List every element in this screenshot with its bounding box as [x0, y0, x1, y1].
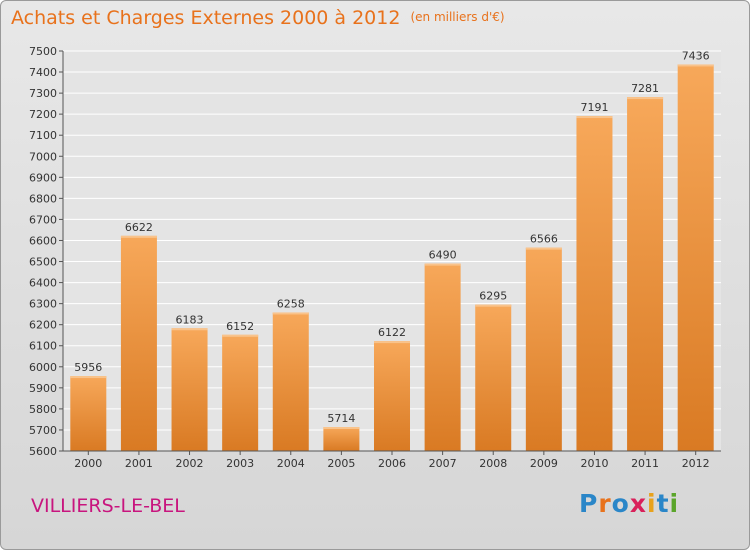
x-tick-label: 2002 — [176, 457, 204, 470]
bar-highlight — [171, 328, 208, 331]
y-tick-label: 6600 — [29, 234, 57, 247]
bar — [627, 97, 664, 452]
x-tick-label: 2008 — [479, 457, 507, 470]
data-label: 6490 — [429, 249, 457, 262]
bar — [525, 247, 562, 451]
bar — [576, 116, 613, 451]
bar-highlight — [323, 427, 360, 429]
x-tick-label: 2009 — [530, 457, 558, 470]
bar-highlight — [120, 235, 157, 238]
y-tick-label: 6500 — [29, 256, 57, 269]
data-label: 6566 — [530, 233, 558, 246]
y-tick-label: 5900 — [29, 382, 57, 395]
bar-highlight — [374, 341, 410, 344]
data-label: 6622 — [125, 221, 153, 234]
y-tick-label: 6000 — [29, 361, 57, 374]
x-tick-label: 2000 — [74, 457, 102, 470]
data-label: 7281 — [631, 82, 659, 95]
bar — [374, 341, 410, 451]
bar — [70, 376, 107, 451]
x-tick-label: 2001 — [125, 457, 153, 470]
y-tick-label: 7000 — [29, 150, 57, 163]
y-tick-label: 5700 — [29, 424, 57, 437]
data-label: 6183 — [176, 313, 204, 326]
bar-highlight — [677, 64, 714, 67]
y-tick-label: 7100 — [29, 129, 57, 142]
bar — [120, 235, 157, 451]
y-tick-label: 5800 — [29, 403, 57, 416]
x-tick-label: 2010 — [580, 457, 608, 470]
bar — [222, 334, 259, 451]
data-label: 5714 — [327, 412, 355, 425]
unit-label: (en milliers d'€) — [410, 10, 505, 24]
bar — [171, 328, 208, 451]
data-label: 5956 — [74, 361, 102, 374]
bar — [475, 304, 512, 451]
bar — [424, 263, 461, 451]
data-label: 6122 — [378, 326, 406, 339]
bar-highlight — [424, 263, 461, 266]
bar-highlight — [272, 312, 309, 315]
bar — [323, 427, 360, 451]
title-text: Achats et Charges Externes 2000 à 2012 — [11, 7, 401, 29]
y-tick-label: 7500 — [29, 45, 57, 58]
bar-highlight — [627, 97, 664, 100]
data-label: 6152 — [226, 320, 254, 333]
bar-highlight — [576, 116, 613, 119]
x-tick-label: 2003 — [226, 457, 254, 470]
y-tick-label: 6900 — [29, 171, 57, 184]
bar — [272, 312, 309, 451]
y-tick-label: 7400 — [29, 66, 57, 79]
y-tick-label: 7300 — [29, 87, 57, 100]
bar-highlight — [475, 304, 512, 307]
y-tick-label: 6200 — [29, 319, 57, 332]
x-tick-label: 2011 — [631, 457, 659, 470]
data-label: 7191 — [580, 101, 608, 114]
data-label: 6295 — [479, 290, 507, 303]
y-tick-label: 6300 — [29, 298, 57, 311]
bar — [677, 64, 714, 451]
place-name: VILLIERS-LE-BEL — [31, 495, 185, 517]
bar-highlight — [70, 376, 107, 379]
y-tick-label: 6800 — [29, 192, 57, 205]
y-tick-label: 6100 — [29, 340, 57, 353]
y-tick-label: 5600 — [29, 445, 57, 458]
chart-title: Achats et Charges Externes 2000 à 2012 (e… — [11, 7, 505, 29]
bar-highlight — [525, 247, 562, 250]
y-tick-label: 6700 — [29, 213, 57, 226]
y-tick-label: 6400 — [29, 277, 57, 290]
bar-highlight — [222, 334, 259, 337]
data-label: 6258 — [277, 297, 305, 310]
x-tick-label: 2005 — [327, 457, 355, 470]
x-tick-label: 2012 — [682, 457, 710, 470]
x-tick-label: 2004 — [277, 457, 305, 470]
data-label: 7436 — [682, 49, 710, 62]
x-tick-label: 2006 — [378, 457, 406, 470]
proxiti-logo: Proxiti — [579, 489, 680, 518]
x-tick-label: 2007 — [429, 457, 457, 470]
y-tick-label: 7200 — [29, 108, 57, 121]
